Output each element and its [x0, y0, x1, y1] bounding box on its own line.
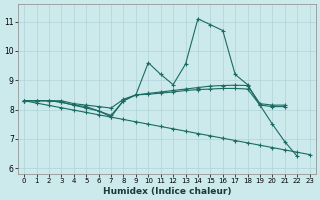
X-axis label: Humidex (Indice chaleur): Humidex (Indice chaleur) [103, 187, 231, 196]
